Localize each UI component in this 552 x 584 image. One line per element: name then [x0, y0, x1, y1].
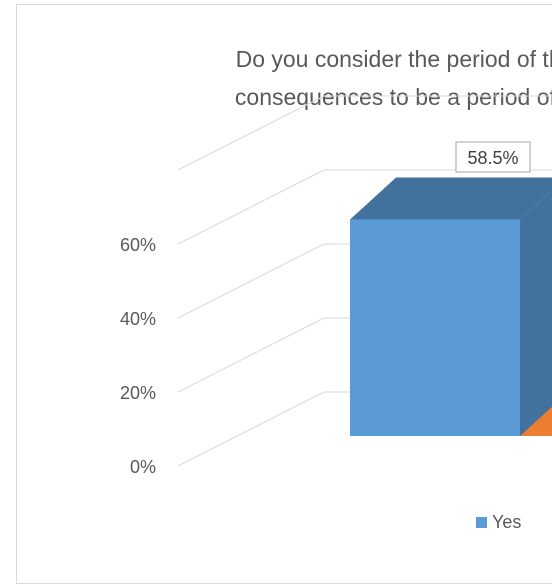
y-tick-label: 60% — [120, 235, 156, 255]
gridline-diagonal — [177, 243, 325, 319]
gridline-diagonal — [177, 169, 325, 245]
data-label-box — [455, 141, 531, 173]
gridline-diagonal — [177, 317, 325, 393]
bar-yes-side — [520, 190, 552, 436]
legend: Yes — [476, 512, 521, 533]
y-tick-label: 20% — [120, 383, 156, 403]
y-tick-label: 40% — [120, 309, 156, 329]
chart-title: Do you consider the period of the conseq… — [234, 46, 552, 110]
gridline-diagonal — [177, 95, 325, 171]
bar-yes — [350, 219, 520, 436]
y-tick-label: 0% — [130, 457, 156, 477]
legend-swatch-yes — [476, 517, 487, 528]
bar-yes-top — [350, 177, 552, 220]
chart-plot-area: 0% 20% 40% 60% 58.5% — [120, 95, 552, 477]
legend-label-yes: Yes — [492, 512, 522, 532]
gridline-diagonal — [177, 391, 325, 467]
data-label-yes: 58.5% — [467, 148, 518, 168]
